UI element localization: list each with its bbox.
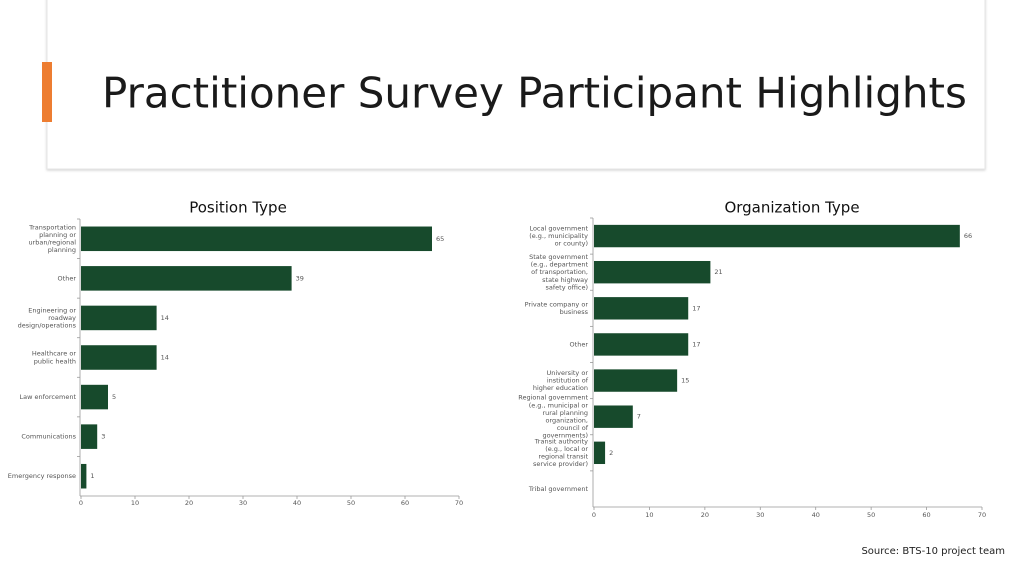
chart-title: Position Type bbox=[189, 199, 287, 217]
value-label: 2 bbox=[609, 449, 613, 457]
x-tick-label: 40 bbox=[812, 511, 820, 519]
x-tick-label: 60 bbox=[922, 511, 930, 519]
y-tick-label: Other bbox=[58, 274, 77, 282]
value-label: 5 bbox=[112, 393, 116, 401]
bar bbox=[594, 333, 689, 356]
bar bbox=[81, 345, 157, 370]
value-label: 39 bbox=[296, 274, 304, 282]
bar bbox=[81, 424, 98, 449]
y-tick-label: Law enforcement bbox=[20, 393, 77, 401]
x-tick-label: 50 bbox=[867, 511, 875, 519]
value-label: 7 bbox=[637, 413, 641, 421]
x-tick-label: 0 bbox=[592, 511, 596, 519]
title-card bbox=[46, 0, 986, 170]
chart-title: Organization Type bbox=[724, 199, 859, 217]
x-tick-label: 10 bbox=[645, 511, 653, 519]
bar bbox=[594, 224, 960, 248]
y-tick-label: Local government (e.g., municipality or co… bbox=[529, 224, 588, 247]
bar bbox=[81, 226, 432, 252]
value-label: 14 bbox=[161, 354, 169, 362]
x-tick-label: 30 bbox=[239, 499, 247, 507]
bar bbox=[594, 297, 689, 320]
x-tick-label: 0 bbox=[79, 499, 83, 507]
slide-title: Practitioner Survey Participant Highligh… bbox=[102, 69, 967, 118]
bar bbox=[594, 260, 711, 284]
value-label: 14 bbox=[161, 314, 169, 322]
value-label: 3 bbox=[101, 433, 105, 441]
value-label: 21 bbox=[714, 268, 722, 276]
accent-bar bbox=[42, 62, 52, 122]
bar bbox=[594, 441, 606, 465]
y-tick-label: Other bbox=[570, 340, 589, 348]
bar bbox=[81, 305, 157, 331]
bar bbox=[81, 384, 108, 410]
x-tick-label: 60 bbox=[401, 499, 409, 507]
x-tick-label: 20 bbox=[701, 511, 709, 519]
source-note: Source: BTS-10 project team bbox=[861, 546, 1005, 557]
x-tick-label: 70 bbox=[455, 499, 463, 507]
y-tick-label: State government (e.g., department of tran… bbox=[529, 253, 588, 291]
x-tick-label: 20 bbox=[185, 499, 193, 507]
bar bbox=[81, 266, 292, 291]
y-tick-label: University or institution of higher educat… bbox=[533, 369, 589, 392]
y-tick-label: Transit authority (e.g., local or regional… bbox=[533, 437, 588, 468]
value-label: 66 bbox=[964, 232, 972, 240]
y-tick-label: Tribal government bbox=[528, 485, 589, 493]
y-tick-label: Transportation planning or urban/regional p… bbox=[28, 223, 76, 254]
y-tick-label: Healthcare or public health bbox=[32, 350, 76, 366]
y-tick-label: Emergency response bbox=[8, 472, 76, 480]
x-tick-label: 50 bbox=[347, 499, 355, 507]
value-label: 15 bbox=[681, 377, 689, 385]
y-tick-label: Private company or business bbox=[525, 301, 589, 317]
bar bbox=[594, 369, 678, 392]
y-tick-label: Regional government (e.g., municipal or ru… bbox=[518, 394, 588, 440]
y-tick-label: Communications bbox=[21, 433, 76, 441]
value-label: 1 bbox=[90, 472, 94, 480]
bar bbox=[81, 463, 87, 489]
x-tick-label: 30 bbox=[756, 511, 764, 519]
x-tick-label: 70 bbox=[978, 511, 986, 519]
bar bbox=[594, 405, 633, 428]
y-tick-label: Engineering or roadway design/operations bbox=[18, 306, 77, 329]
value-label: 17 bbox=[692, 304, 700, 312]
value-label: 17 bbox=[692, 340, 700, 348]
value-label: 65 bbox=[436, 235, 444, 243]
x-tick-label: 40 bbox=[293, 499, 301, 507]
x-tick-label: 10 bbox=[131, 499, 139, 507]
